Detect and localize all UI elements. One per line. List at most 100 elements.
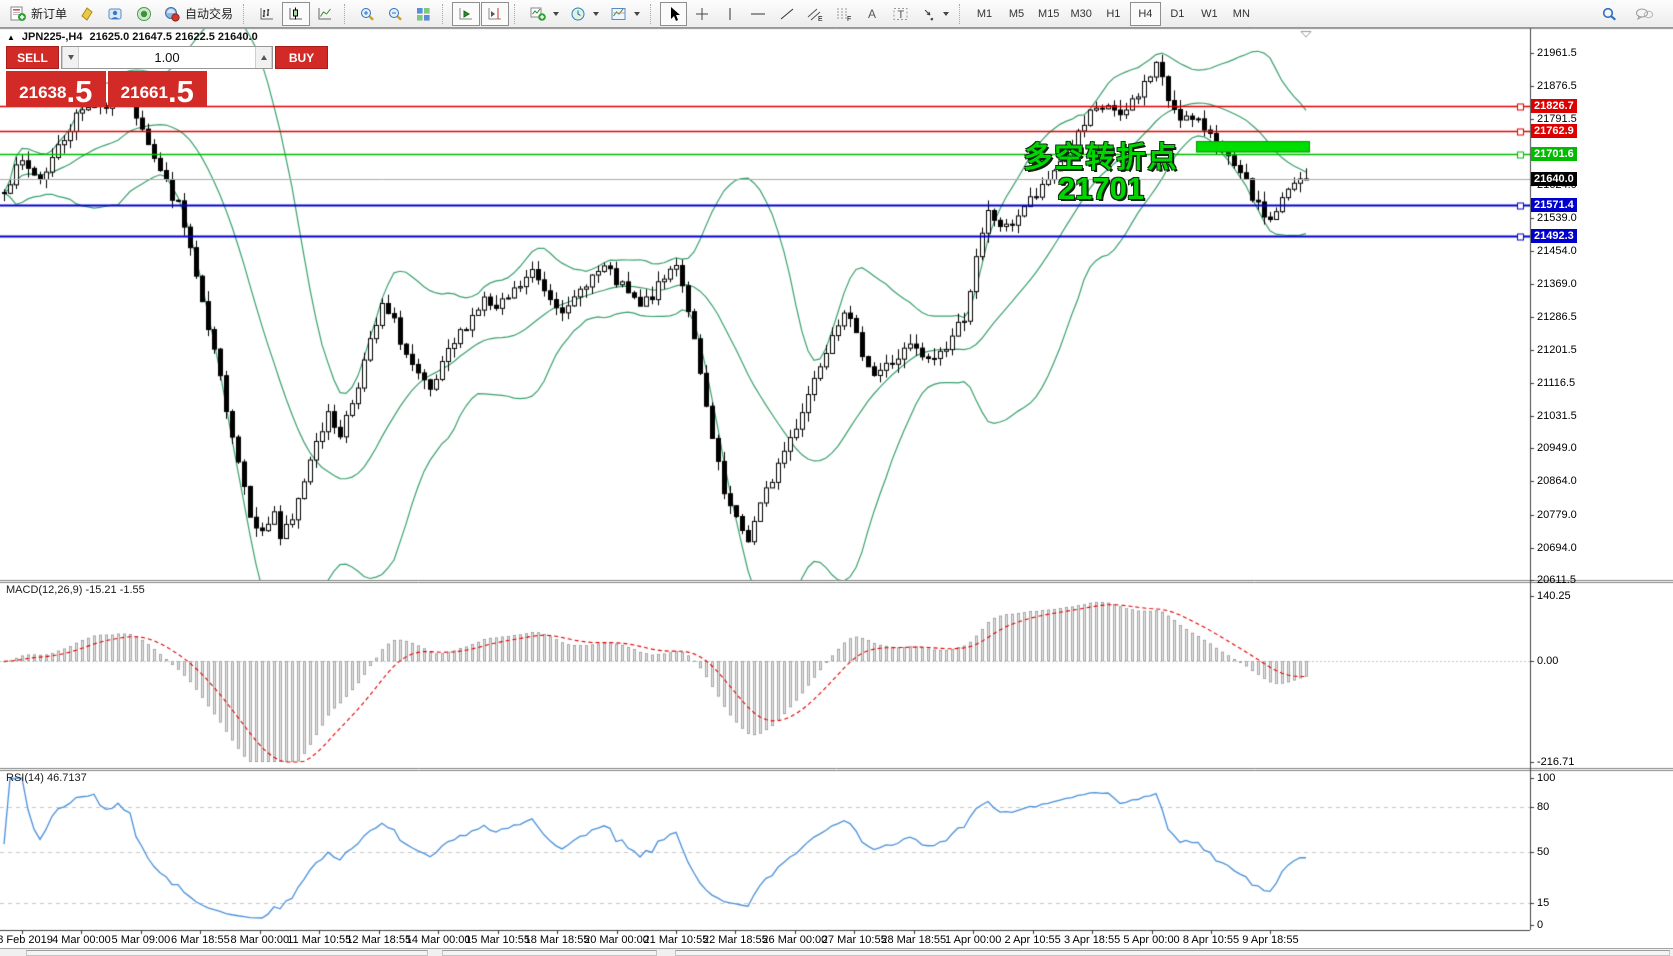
templates-button[interactable]: [605, 2, 645, 26]
cursor-button[interactable]: [660, 1, 688, 26]
time-axis-label: 14 Mar 00:00: [405, 934, 471, 946]
time-axis-label: 21 Mar 10:55: [643, 934, 709, 946]
dropdown-caret-icon: [634, 11, 641, 16]
trendline-button[interactable]: [773, 2, 800, 26]
volume-input[interactable]: [79, 47, 255, 68]
sell-price-display[interactable]: 21638.5: [6, 71, 106, 107]
bar-chart-icon: [258, 6, 276, 22]
timeframe-button-m1[interactable]: M1: [969, 2, 1000, 26]
status-bar: [0, 948, 1673, 956]
toolbar-group-standard: 新订单 自动交易: [4, 2, 238, 26]
time-axis-label: 1 Apr 00:00: [945, 934, 1002, 946]
time-axis-label: 28 Feb 2019: [0, 934, 53, 946]
time-axis-label: 4 Mar 00:00: [52, 934, 111, 946]
annotation-line2: 21701: [1057, 171, 1145, 207]
price-tick-label: 21031.5: [1537, 410, 1577, 423]
volume-decrease-button[interactable]: [62, 47, 79, 68]
vertical-line-button[interactable]: [716, 2, 743, 26]
price-tick-label: 20694.0: [1537, 541, 1577, 554]
line-chart-icon: [316, 6, 334, 22]
zoom-in-button[interactable]: [354, 2, 381, 26]
crosshair-button[interactable]: [688, 2, 715, 26]
price-tick-label: 21116.5: [1537, 376, 1576, 389]
buy-price-display[interactable]: 21661.5: [107, 71, 207, 109]
rsi-tick-label: 0: [1537, 919, 1544, 931]
auto-scroll-button[interactable]: [452, 1, 481, 26]
buy-price-frac: .5: [167, 73, 194, 109]
toolbar-separator: [959, 3, 965, 24]
macd-tick-label: 0.00: [1537, 655, 1559, 668]
time-axis-label: 5 Mar 09:00: [111, 934, 171, 946]
fibonacci-icon: F: [835, 6, 853, 22]
timeframe-button-m5[interactable]: M5: [1001, 2, 1032, 26]
one-click-trading-panel: SELL BUY 21638.5 21661.5: [6, 46, 328, 109]
volume-increase-button[interactable]: [255, 47, 272, 68]
arrows-button[interactable]: [916, 2, 954, 26]
price-tick-label: 21876.5: [1537, 80, 1577, 93]
time-axis-label: 15 Mar 10:55: [465, 934, 531, 946]
timeframe-button-w1[interactable]: W1: [1194, 2, 1225, 26]
price-level-badge[interactable]: 21701.6: [1531, 147, 1577, 162]
text-button[interactable]: A: [859, 2, 886, 26]
timeframe-button-h4[interactable]: H4: [1129, 1, 1161, 26]
auto-trading-button[interactable]: 自动交易: [158, 2, 238, 26]
navigator-button[interactable]: [130, 2, 157, 26]
macd-indicator-label: MACD(12,26,9) -15.21 -1.55: [6, 584, 145, 596]
price-level-badge[interactable]: 21492.3: [1531, 229, 1577, 244]
new-order-button[interactable]: 新订单: [4, 2, 72, 26]
chart-ohlc-values: 21625.0 21647.5 21622.5 21640.0: [89, 31, 258, 43]
toolbar-right: [1596, 2, 1669, 26]
price-tick-label: 20611.5: [1537, 574, 1576, 586]
text-label-button[interactable]: T: [887, 2, 915, 26]
market-watch-button[interactable]: [73, 2, 100, 26]
current-price-badge[interactable]: 21640.0: [1531, 171, 1577, 186]
chart-symbol-period: JPN225-,H4: [21, 31, 83, 43]
chat-button[interactable]: [1629, 2, 1659, 26]
dropdown-caret-icon: [593, 11, 600, 16]
candlestick-chart-button[interactable]: [282, 1, 311, 26]
line-chart-button[interactable]: [311, 2, 339, 26]
auto-trading-icon: [163, 6, 181, 22]
sell-price-frac: .5: [66, 73, 93, 109]
price-level-badge[interactable]: 21826.7: [1531, 98, 1577, 113]
bar-chart-button[interactable]: [253, 2, 281, 26]
sell-button[interactable]: SELL: [6, 46, 59, 69]
market-watch-icon: [79, 6, 95, 22]
price-level-badge[interactable]: 21762.9: [1531, 123, 1577, 138]
periods-button[interactable]: [565, 2, 604, 26]
chart-text-annotation: 多空转折点 21701: [1012, 143, 1190, 205]
search-button[interactable]: [1596, 2, 1623, 26]
timeframe-button-h1[interactable]: H1: [1098, 2, 1129, 26]
dropdown-caret-icon: [943, 11, 950, 16]
chart-shift-button[interactable]: [481, 1, 510, 26]
equidistant-channel-button[interactable]: E: [801, 2, 829, 26]
arrows-icon: [921, 6, 937, 22]
toolbar-group-objects: E F A T: [660, 1, 954, 26]
horizontal-line-button[interactable]: [744, 2, 772, 26]
status-segment: [26, 950, 428, 956]
timeframe-button-d1[interactable]: D1: [1162, 2, 1193, 26]
time-axis-label: 6 Mar 18:55: [170, 934, 230, 946]
timeframe-button-mn[interactable]: MN: [1226, 2, 1257, 26]
timeframe-button-m30[interactable]: M30: [1065, 2, 1096, 26]
zoom-out-icon: [387, 6, 404, 22]
horizontal-line-icon: [749, 6, 767, 22]
tile-windows-button[interactable]: [410, 2, 437, 26]
price-level-badge[interactable]: 21571.4: [1531, 198, 1577, 213]
data-window-button[interactable]: [101, 2, 129, 26]
zoom-out-button[interactable]: [382, 2, 409, 26]
fibonacci-button[interactable]: F: [830, 2, 858, 26]
indicators-button[interactable]: [524, 2, 564, 26]
crosshair-icon: [694, 6, 710, 22]
toolbar-separator: [650, 3, 656, 24]
timeframe-button-m15[interactable]: M15: [1033, 2, 1064, 26]
macd-tick-label: 140.25: [1537, 590, 1571, 602]
rsi-tick-label: 50: [1537, 845, 1550, 858]
auto-trading-label: 自动交易: [185, 7, 234, 21]
buy-button[interactable]: BUY: [275, 46, 328, 69]
zoom-in-icon: [359, 6, 376, 22]
time-axis-label: 8 Apr 10:55: [1182, 934, 1240, 946]
trendline-icon: [779, 6, 795, 22]
toolbar-separator: [514, 3, 520, 24]
